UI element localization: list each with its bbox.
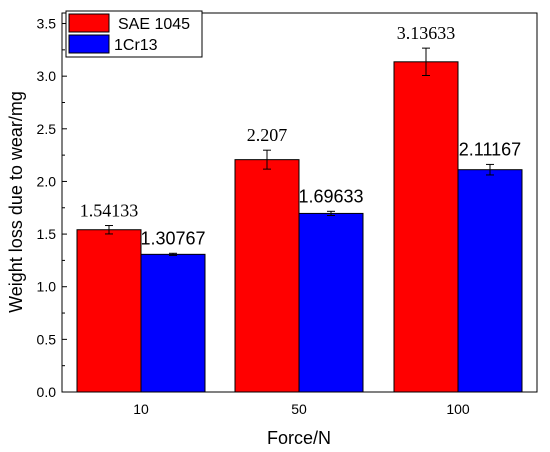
x-tick-label: 10 bbox=[133, 401, 149, 417]
legend-swatch-1cr13 bbox=[68, 34, 110, 54]
value-label-1cr13-10: 1.30767 bbox=[140, 228, 205, 248]
y-axis-title: Weight loss due to wear/mg bbox=[6, 91, 26, 313]
y-tick-label: 1.5 bbox=[37, 226, 57, 242]
value-label-1cr13-100: 2.11167 bbox=[459, 139, 521, 159]
y-tick-label: 0.5 bbox=[37, 331, 57, 347]
bar-1cr13-10 bbox=[140, 253, 206, 393]
bar-sae-1045-10 bbox=[76, 229, 142, 393]
y-tick-label: 2.0 bbox=[37, 173, 57, 189]
value-label-sae-1045-100: 3.13633 bbox=[397, 23, 456, 43]
value-label-1cr13-50: 1.69633 bbox=[298, 186, 363, 206]
legend: SAE 1045 1Cr13 bbox=[65, 10, 203, 58]
y-tick-label: 0.0 bbox=[37, 384, 57, 400]
x-tick-label: 100 bbox=[446, 401, 470, 417]
value-label-sae-1045-10: 1.54133 bbox=[80, 201, 139, 221]
legend-swatch-sae-1045 bbox=[68, 13, 110, 33]
y-tick-label: 3.0 bbox=[37, 68, 57, 84]
error-bar-1cr13-50 bbox=[327, 210, 335, 217]
y-tick-label: 2.5 bbox=[37, 121, 57, 137]
legend-label-sae-1045: SAE 1045 bbox=[118, 16, 190, 33]
y-tick-label: 1.0 bbox=[37, 279, 57, 295]
bar-1cr13-100 bbox=[457, 169, 523, 393]
x-tick-label: 50 bbox=[291, 401, 307, 417]
x-axis-title: Force/N bbox=[267, 428, 331, 448]
error-bar-sae-1045-100 bbox=[422, 47, 430, 77]
y-tick-label: 3.5 bbox=[37, 16, 57, 32]
value-label-sae-1045-50: 2.207 bbox=[247, 125, 288, 145]
error-bar-sae-1045-50 bbox=[263, 149, 271, 170]
bar-1cr13-50 bbox=[298, 212, 364, 393]
error-bar-1cr13-10 bbox=[169, 252, 177, 256]
legend-label-1cr13: 1Cr13 bbox=[114, 37, 158, 54]
error-bar-1cr13-100 bbox=[486, 163, 494, 176]
error-bar-sae-1045-10 bbox=[105, 225, 113, 235]
bar-sae-1045-100 bbox=[393, 61, 459, 393]
bar-sae-1045-50 bbox=[234, 159, 300, 393]
